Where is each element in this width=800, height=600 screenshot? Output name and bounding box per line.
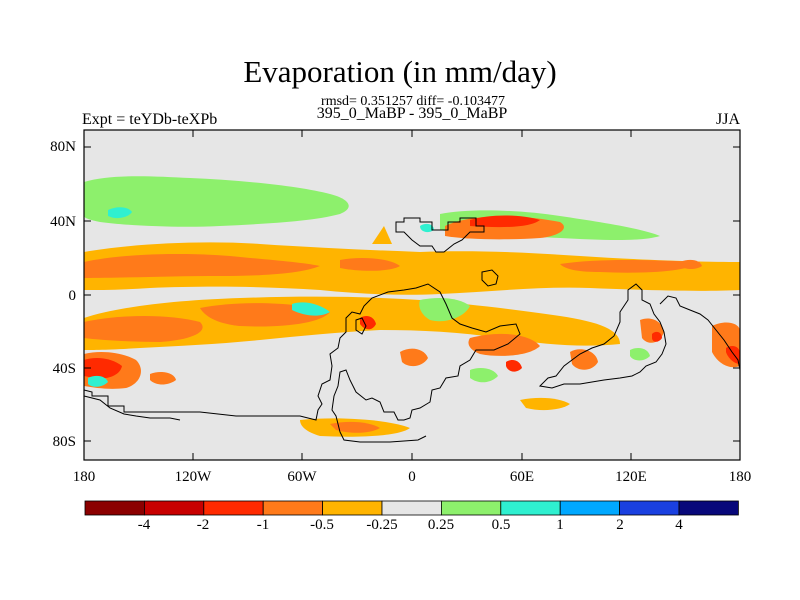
field-negative-far-east-red	[726, 346, 740, 364]
colorbar-swatch	[84, 500, 145, 516]
lat-label-40n: 40N	[50, 214, 76, 230]
field-negative-peak	[372, 226, 392, 244]
colorbar-swatch	[619, 500, 680, 516]
lon-label-120e: 120E	[615, 469, 647, 485]
continent-outlines	[84, 217, 740, 443]
field-cyan-north-b	[420, 223, 434, 233]
colorbar-label: -2	[197, 517, 210, 533]
lon-label-120w: 120W	[175, 469, 213, 485]
coastline-east-block	[538, 283, 667, 389]
coastline-north-continent	[395, 217, 485, 253]
lon-label-60e: 60E	[510, 469, 534, 485]
colorbar-swatch	[381, 500, 442, 516]
field-negative-s-indian	[520, 397, 570, 411]
coastline-east-island	[481, 269, 499, 287]
colorbar-swatch	[500, 500, 561, 516]
lon-label-60w: 60W	[287, 469, 317, 485]
lon-label-180-east: 180	[729, 469, 752, 485]
coastline-inner	[355, 317, 367, 335]
colorbar-swatch	[203, 500, 264, 516]
lat-label-40s: 40S	[53, 361, 76, 377]
map-subtitle: 395_0_MaBP - 395_0_MaBP	[316, 105, 508, 122]
colorbar-label: -0.5	[310, 517, 334, 533]
colorbar	[84, 500, 739, 516]
colorbar-swatch	[440, 500, 502, 516]
field-cyan-south	[292, 302, 330, 316]
coastline-south-continent	[84, 283, 521, 443]
latitude-axis: 80N 40N 0 40S 80S	[50, 139, 76, 450]
colorbar-label: -1	[257, 517, 270, 533]
evaporation-field	[84, 130, 740, 460]
field-negative-east-orange-b	[680, 259, 702, 269]
field-positive-north-band	[84, 176, 349, 227]
colorbar-label: 0.25	[428, 517, 454, 533]
lat-label-80s: 80S	[53, 434, 76, 450]
colorbar-label: 0.5	[492, 517, 511, 533]
lon-label-180-west: 180	[73, 469, 96, 485]
colorbar-label: -0.25	[366, 517, 397, 533]
field-negative-africa-south	[400, 348, 428, 367]
colorbar-swatch	[322, 500, 383, 516]
field-negative-ntropic-band	[84, 242, 740, 295]
field-negative-indian-red	[506, 360, 522, 372]
field-negative-southern-red	[330, 421, 380, 433]
colorbar-labels: -4 -2 -1 -0.5 -0.25 0.25 0.5 1 2 4	[138, 517, 684, 533]
field-cyan-southwest	[88, 375, 108, 387]
experiment-label: Expt = teYDb-teXPb	[82, 111, 218, 128]
field-negative-southwest-b	[150, 372, 176, 385]
rmsd-diff-stats: rmsd= 0.351257 diff= -0.103477	[321, 94, 505, 109]
colorbar-swatch	[678, 500, 739, 516]
field-cyan-north	[108, 207, 132, 219]
coastline-east-block-b	[659, 295, 740, 371]
colorbar-label: 1	[556, 517, 564, 533]
lat-label-0: 0	[69, 288, 77, 304]
colorbar-swatch	[559, 500, 621, 516]
field-negative-east-orange	[560, 260, 700, 273]
field-positive-atlantic-green	[419, 298, 470, 322]
field-negative-ntropic-orange-b	[340, 258, 400, 271]
colorbar-label: -4	[138, 517, 151, 533]
longitude-axis: 180 120W 60W 0 60E 120E 180	[73, 469, 752, 485]
colorbar-label: 2	[616, 517, 624, 533]
field-positive-pacific-green	[470, 368, 498, 383]
field-negative-aus-west	[570, 349, 598, 370]
field-negative-stropic-orange	[84, 316, 203, 342]
field-negative-aus-east-red	[652, 331, 662, 342]
field-negative-brazil-red	[360, 316, 376, 330]
coastline-south-west	[84, 395, 181, 421]
lat-label-80n: 80N	[50, 139, 76, 155]
colorbar-swatch	[262, 500, 324, 516]
colorbar-label: 4	[675, 517, 683, 533]
field-positive-east-green	[630, 348, 650, 361]
map-title: Evaporation (in mm/day)	[243, 54, 557, 89]
season-label: JJA	[715, 111, 740, 128]
lon-label-0: 0	[408, 469, 416, 485]
field-negative-southwest-red	[84, 358, 122, 379]
axis-ticks	[83, 130, 741, 460]
colorbar-swatch	[143, 500, 205, 516]
field-negative-africa-red	[470, 215, 540, 228]
field-negative-ntropic-orange	[84, 254, 320, 278]
